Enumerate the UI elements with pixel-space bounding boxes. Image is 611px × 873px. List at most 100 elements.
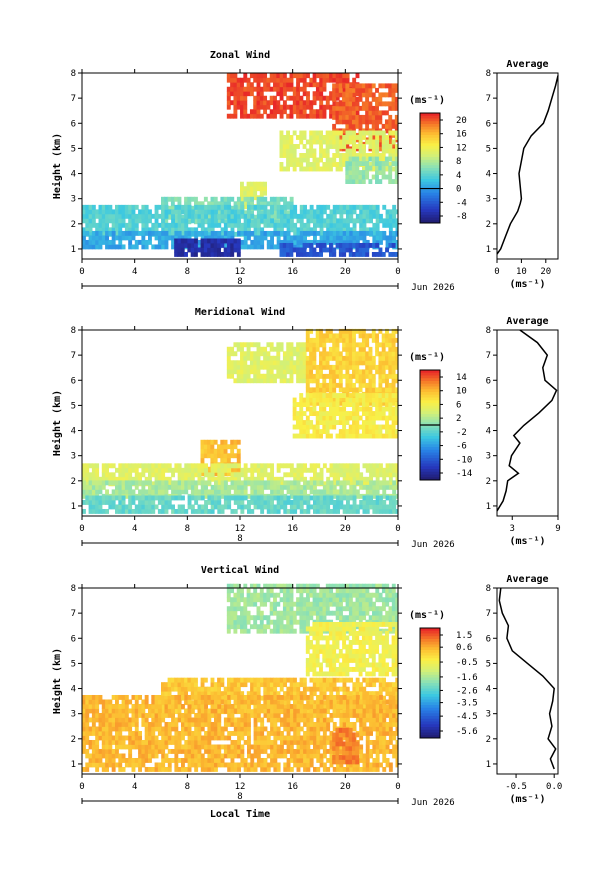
- heatmap-cell: [289, 624, 294, 630]
- heatmap-cell: [293, 489, 298, 495]
- heatmap-cell: [372, 222, 377, 228]
- heatmap-cell: [302, 77, 307, 83]
- heatmap-cell: [91, 484, 96, 490]
- heatmap-cell: [339, 610, 343, 616]
- heatmap-cell: [214, 235, 218, 241]
- heatmap-cell: [217, 476, 222, 482]
- heatmap-cell: [233, 222, 238, 228]
- heatmap-cell: [296, 231, 301, 237]
- heatmap-cell: [164, 239, 169, 245]
- heatmap-cell: [253, 235, 258, 241]
- heatmap-cell: [131, 476, 136, 482]
- heatmap-cell: [378, 406, 383, 412]
- heatmap-cell: [362, 204, 367, 210]
- heatmap-cell: [365, 467, 370, 473]
- heatmap-cell: [349, 463, 354, 469]
- heatmap-cell: [263, 213, 268, 219]
- heatmap-cell: [141, 230, 146, 236]
- heatmap-cell: [339, 615, 343, 621]
- heatmap-cell: [263, 480, 268, 486]
- heatmap-cell: [164, 235, 169, 241]
- heatmap-cell: [305, 139, 310, 145]
- heatmap-cell: [256, 624, 261, 630]
- heatmap-cell: [361, 621, 366, 627]
- y-tick-label: 8: [71, 326, 76, 336]
- heatmap-cell: [91, 463, 96, 469]
- heatmap-cell: [365, 484, 370, 490]
- heatmap-cell: [355, 135, 360, 140]
- heatmap-cell: [342, 218, 347, 224]
- heatmap-cell: [88, 499, 93, 505]
- heatmap-cell: [286, 601, 291, 607]
- heatmap-cell: [342, 144, 347, 149]
- heatmap-cell: [315, 382, 320, 388]
- heatmap-cell: [134, 230, 139, 236]
- x-tick-label: 12: [235, 524, 246, 534]
- heatmap-cell: [98, 489, 103, 495]
- heatmap-cell: [359, 230, 364, 236]
- heatmap-cell: [197, 213, 202, 219]
- heatmap-cell: [325, 130, 330, 136]
- heatmap-cell: [319, 666, 323, 672]
- heatmap-cell: [355, 247, 360, 253]
- heatmap-cell: [345, 170, 350, 175]
- heatmap-cell: [391, 597, 396, 603]
- heatmap-cell: [266, 504, 271, 510]
- heatmap-cell: [181, 204, 185, 210]
- heatmap-cell: [270, 218, 274, 224]
- heatmap-cell: [365, 174, 370, 180]
- heatmap-cell: [282, 104, 287, 110]
- heatmap-cell: [332, 105, 337, 111]
- heatmap-cell: [128, 213, 133, 219]
- heatmap-cell: [289, 484, 294, 490]
- heatmap-cell: [345, 247, 350, 253]
- heatmap-cell: [388, 137, 393, 143]
- colorbar-tick-label: 6: [456, 400, 461, 410]
- heatmap-cell: [382, 504, 387, 510]
- heatmap-cell: [352, 382, 356, 388]
- heatmap-cell: [233, 592, 238, 598]
- heatmap-cell: [338, 378, 343, 384]
- heatmap-cell: [345, 105, 350, 111]
- heatmap-cell: [375, 592, 380, 598]
- heatmap-cell: [250, 484, 255, 490]
- heatmap-cell: [361, 114, 366, 120]
- heatmap-cell: [88, 235, 93, 241]
- colorbar-band: [420, 425, 440, 429]
- heatmap-cell: [187, 499, 192, 505]
- heatmap-cell: [121, 484, 126, 490]
- heatmap-cell: [82, 209, 86, 215]
- heatmap-cell: [266, 499, 271, 505]
- heatmap-cell: [286, 162, 290, 167]
- heatmap-cell: [263, 499, 268, 505]
- heatmap-cell: [299, 100, 304, 106]
- heatmap-cell: [371, 397, 376, 403]
- heatmap-cell: [154, 467, 159, 473]
- heatmap-cell: [361, 328, 366, 334]
- heatmap-cell: [118, 495, 123, 501]
- heatmap-cell: [157, 235, 162, 241]
- heatmap-cell: [210, 251, 215, 257]
- heatmap-cell: [177, 484, 182, 490]
- heatmap-cell: [236, 251, 241, 257]
- heatmap-cell: [395, 610, 398, 616]
- heatmap-cell: [375, 351, 380, 357]
- heatmap-cell: [305, 382, 310, 388]
- heatmap-cell: [388, 222, 393, 228]
- heatmap-cell: [325, 610, 330, 616]
- heatmap-cell: [394, 415, 398, 421]
- heatmap-cell: [266, 495, 271, 501]
- heatmap-cell: [266, 508, 271, 514]
- heatmap-cell: [362, 218, 367, 224]
- heatmap-cell: [338, 626, 343, 632]
- colorbar-band: [420, 198, 440, 202]
- heatmap-cell: [315, 644, 320, 650]
- heatmap-cell: [247, 504, 251, 510]
- heatmap-cell: [105, 244, 109, 250]
- heatmap-cell: [292, 109, 297, 115]
- heatmap-cell: [276, 201, 281, 207]
- heatmap-cell: [282, 378, 287, 384]
- heatmap-cell: [371, 415, 376, 421]
- heatmap-cell: [375, 342, 380, 348]
- heatmap-cell: [342, 239, 347, 245]
